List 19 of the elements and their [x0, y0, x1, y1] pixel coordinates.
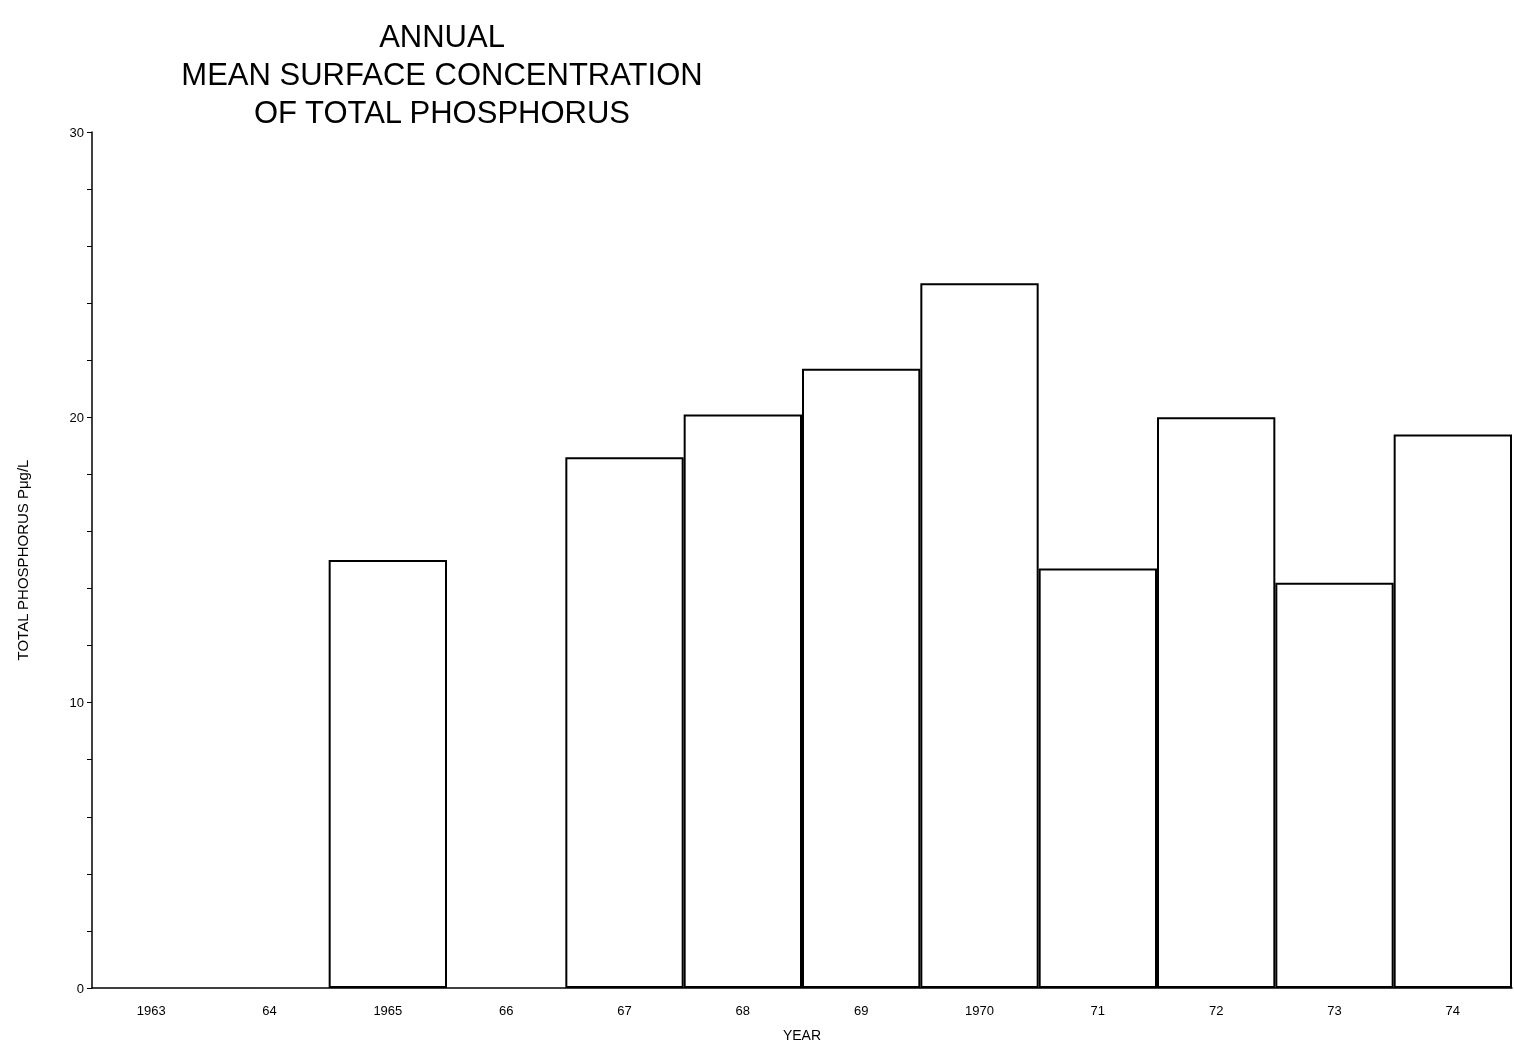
x-tick-label: 67: [617, 1003, 632, 1018]
x-tick-label: 73: [1327, 1003, 1342, 1018]
y-tick-label: 10: [69, 695, 84, 711]
y-tick-label: 0: [76, 980, 84, 996]
x-tick-label: 1965: [373, 1003, 403, 1018]
y-tick-label: 20: [69, 409, 84, 425]
x-tick-label: 71: [1090, 1003, 1106, 1018]
x-tick-label: 66: [498, 1003, 514, 1018]
x-tick-label: 1963: [136, 1003, 166, 1018]
y-tick-label: 30: [69, 124, 84, 140]
chart-title: ANNUAL MEAN SURFACE CONCENTRATION OF TOTAL PHOSPHORUS: [181, 18, 703, 130]
y-axis-title: TOTAL PHOSPHORUS Pμg/L: [14, 459, 31, 661]
x-tick-label: 68: [735, 1003, 751, 1018]
x-tick-label: 72: [1208, 1003, 1224, 1018]
x-tick-label: 69: [853, 1003, 869, 1018]
x-tick-label: 1970: [965, 1003, 994, 1018]
x-tick-label: 64: [262, 1003, 277, 1018]
x-tick-label: 74: [1445, 1003, 1461, 1018]
x-axis-title: YEAR: [782, 1027, 822, 1043]
